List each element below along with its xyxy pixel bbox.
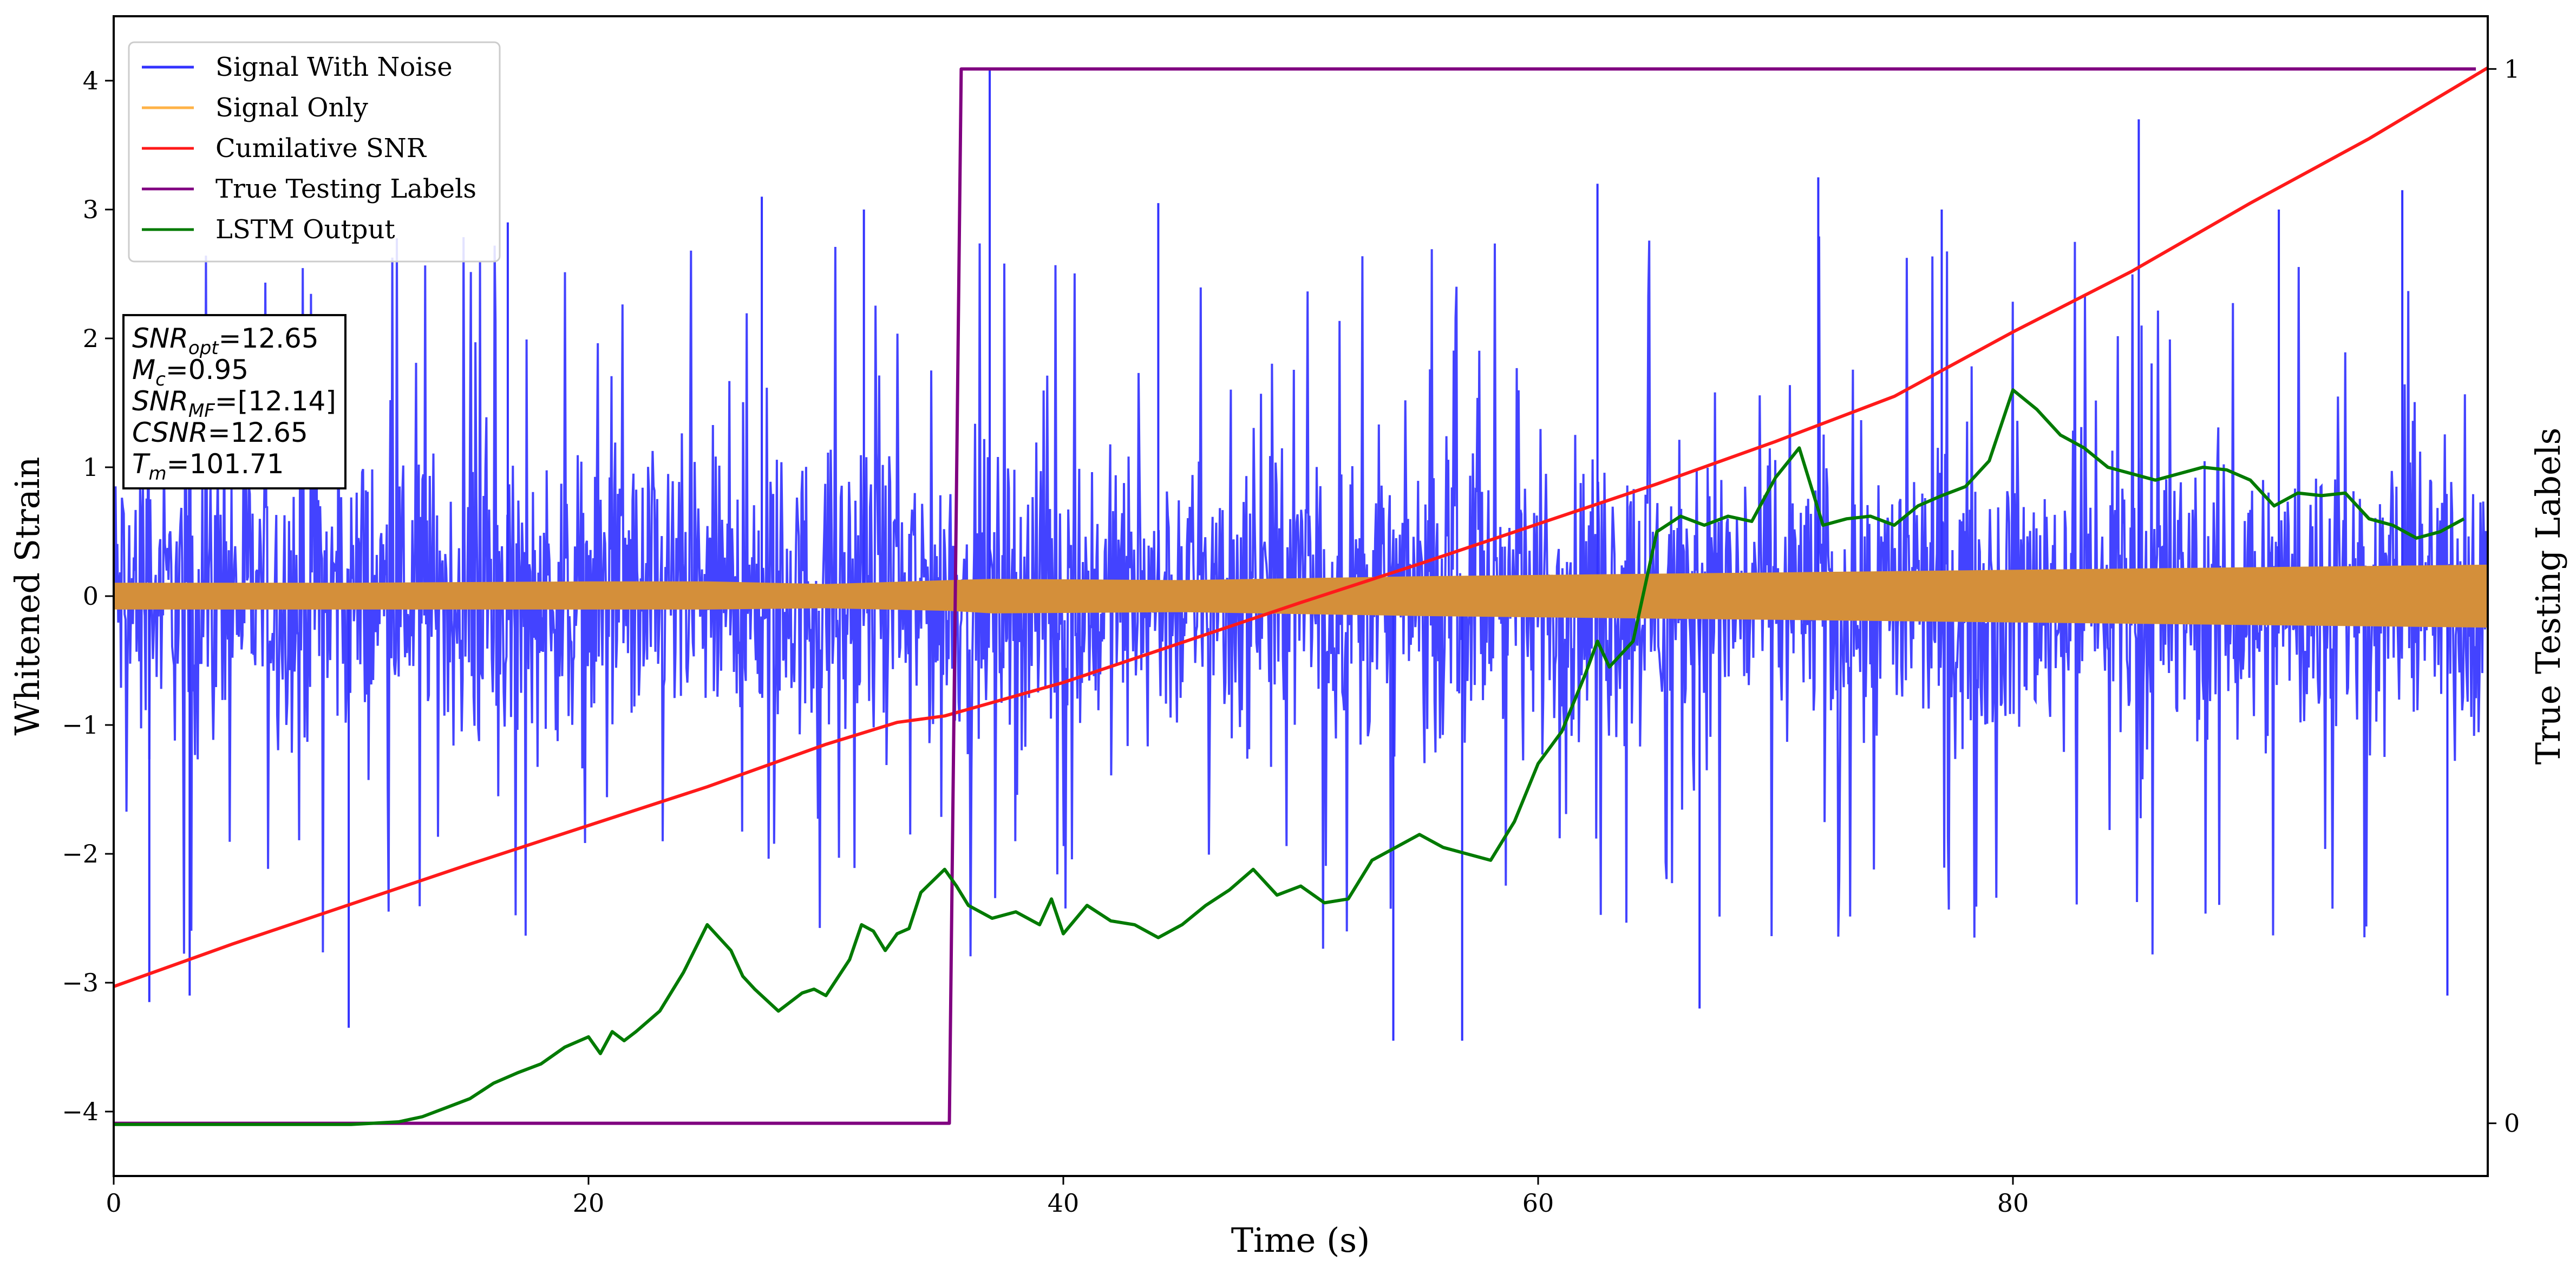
- true-labels-line: [114, 67, 2476, 1125]
- x-tick-label: 80: [1997, 1188, 2029, 1218]
- x-axis-title: Time (s): [1231, 1220, 1370, 1260]
- y-tick-label: 1: [83, 453, 99, 482]
- x-tick-label: 60: [1522, 1188, 1554, 1218]
- y2-tick-label: 0: [2504, 1109, 2520, 1138]
- legend-label: LSTM Output: [215, 214, 395, 245]
- legend-box: [128, 41, 501, 263]
- info-line: CSNR=12.65: [132, 417, 308, 448]
- signal-only-band: [114, 564, 2488, 628]
- y-axis-title: Whitened Strain: [8, 457, 47, 736]
- info-line: SNRopt=12.65: [132, 323, 319, 359]
- y-tick-label: 0: [83, 582, 99, 611]
- info-box: SNRopt=12.65Mc=0.95SNRMF=[12.14]CSNR=12.…: [122, 314, 346, 489]
- info-box-frame: [122, 314, 346, 489]
- y-tick-label: 4: [83, 66, 99, 95]
- y-tick-label: −4: [62, 1097, 99, 1126]
- cumulative-snr-line: [114, 66, 2488, 988]
- y-tick-label: −3: [62, 968, 99, 997]
- info-line: SNRMF=[12.14]: [132, 386, 336, 422]
- legend-label: True Testing Labels: [215, 174, 476, 204]
- y-tick-label: 2: [83, 324, 99, 353]
- y-tick-label: 3: [83, 195, 99, 224]
- legend-label: Signal Only: [215, 93, 368, 123]
- x-tick-label: 40: [1048, 1188, 1080, 1218]
- info-line: Mc=0.95: [132, 354, 249, 390]
- plot-area: [114, 66, 2488, 1126]
- x-tick-label: 0: [106, 1188, 121, 1218]
- legend: Signal With Noise Signal Only Cumilative S…: [128, 41, 501, 263]
- y-tick-label: −2: [62, 839, 99, 868]
- lstm-output-line: [114, 388, 2465, 1126]
- legend-label: Cumilative SNR: [215, 133, 427, 164]
- y-tick-label: −1: [62, 710, 99, 740]
- info-line: Tm=101.71: [132, 448, 284, 485]
- y2-tick-label: 1: [2504, 54, 2520, 83]
- legend-label: Signal With Noise: [215, 52, 453, 82]
- signal-with-noise-series: [114, 68, 2488, 1041]
- x-tick-label: 20: [573, 1188, 605, 1218]
- signal-only-series: [114, 564, 2488, 628]
- y2-axis-title: True Testing Labels: [2528, 428, 2568, 765]
